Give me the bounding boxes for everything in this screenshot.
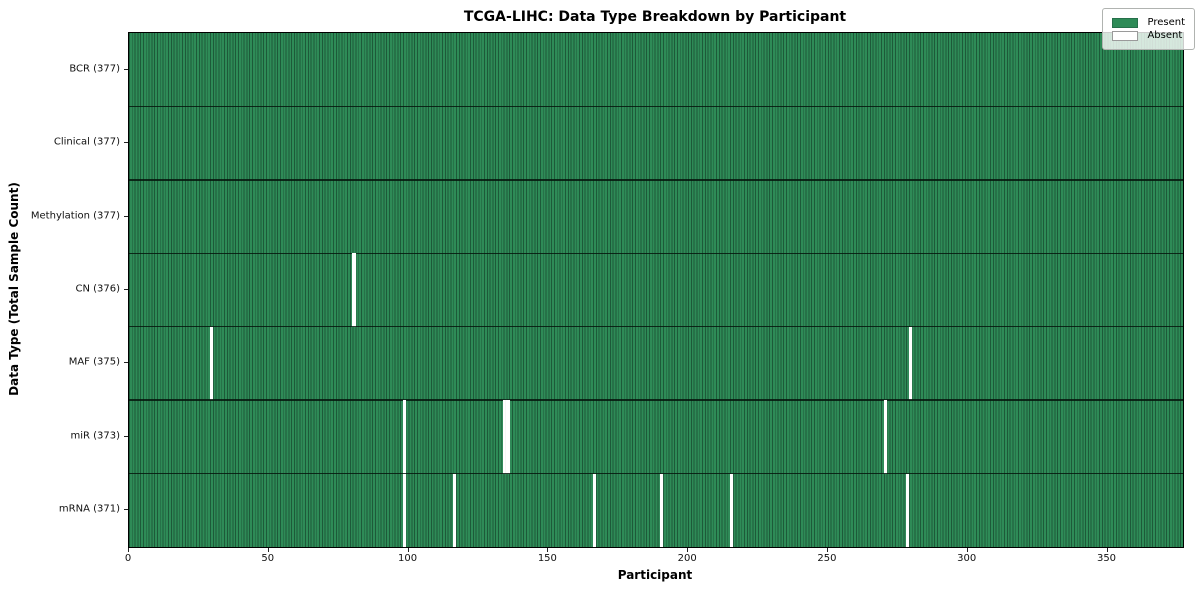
y-tick-label: MAF (375) <box>68 356 120 368</box>
absent-marker <box>503 400 507 474</box>
legend: Present Absent <box>1102 8 1195 50</box>
x-tick-mark <box>687 547 689 552</box>
legend-entry-present: Present <box>1112 17 1185 28</box>
y-tick-label: Clinical (377) <box>53 136 120 148</box>
row-separator <box>129 252 1183 255</box>
y-tick-mark <box>123 435 128 437</box>
row-separator <box>129 105 1183 108</box>
x-tick-label: 300 <box>957 553 977 564</box>
absent-marker <box>592 473 597 547</box>
x-tick-mark <box>826 547 828 552</box>
absent-marker <box>729 473 734 547</box>
absent-marker <box>659 473 664 547</box>
absent-marker <box>402 400 407 474</box>
x-tick-label: 50 <box>261 553 275 564</box>
y-tick-label: mRNA (371) <box>58 503 120 515</box>
plot-area <box>128 32 1184 548</box>
chart-title: TCGA-LIHC: Data Type Breakdown by Partic… <box>463 9 847 25</box>
legend-present-label: Present <box>1147 17 1185 28</box>
absent-marker <box>352 253 356 327</box>
x-tick-mark <box>966 547 968 552</box>
absent-marker <box>905 473 910 547</box>
x-tick-label: 150 <box>537 553 557 564</box>
absent-marker <box>209 326 214 401</box>
x-tick-label: 350 <box>1096 553 1117 564</box>
x-axis-label: Participant <box>617 568 693 582</box>
y-tick-mark <box>123 142 128 144</box>
x-tick-mark <box>128 547 129 552</box>
absent-marker <box>402 473 407 547</box>
y-tick-label: miR (373) <box>70 430 120 442</box>
row-separator <box>129 179 1183 181</box>
x-tick-mark <box>547 547 549 552</box>
x-tick-label: 250 <box>817 553 837 564</box>
y-axis-label: Data Type (Total Sample Count) <box>7 182 21 396</box>
y-tick-mark <box>123 215 128 217</box>
absent-marker <box>506 400 510 474</box>
row-separator <box>129 472 1183 475</box>
absent-marker <box>883 400 887 474</box>
x-tick-mark <box>267 547 269 552</box>
x-tick-label: 200 <box>677 553 697 564</box>
x-tick-mark <box>407 547 409 552</box>
y-tick-mark <box>123 289 128 290</box>
absent-marker <box>453 473 457 547</box>
y-tick-mark <box>123 509 128 511</box>
x-tick-label: 100 <box>398 553 418 564</box>
absent-swatch-icon <box>1112 30 1139 41</box>
legend-entry-absent: Absent <box>1112 30 1185 41</box>
y-tick-label: Methylation (377) <box>30 210 120 222</box>
y-tick-mark <box>123 362 128 364</box>
y-tick-mark <box>123 68 128 70</box>
x-tick-label: 0 <box>124 553 132 564</box>
row-separator <box>129 399 1183 401</box>
present-swatch-icon <box>1112 17 1139 28</box>
y-tick-label: BCR (377) <box>69 63 120 75</box>
y-tick-label: CN (376) <box>75 283 120 295</box>
absent-marker <box>908 326 913 401</box>
legend-absent-label: Absent <box>1147 30 1183 41</box>
row-separator <box>129 325 1183 328</box>
x-tick-mark <box>1106 547 1108 552</box>
